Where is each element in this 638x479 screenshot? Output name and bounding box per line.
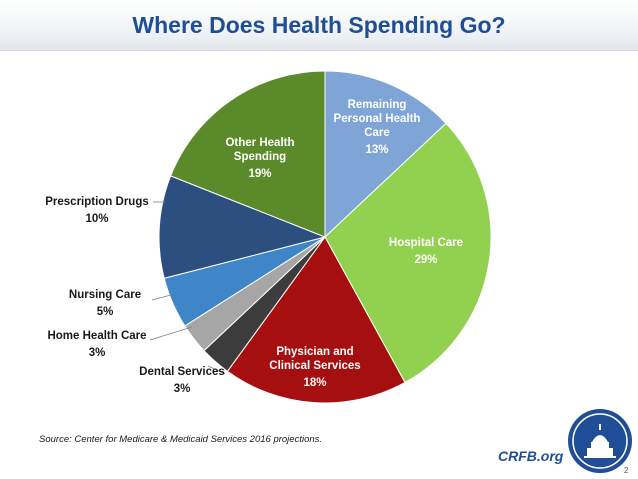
leader-line: [151, 294, 172, 301]
slice-label: Home Health Care 3%: [47, 330, 146, 359]
slice-label: Nursing Care 5%: [69, 289, 141, 318]
slide-title: Where Does Health Spending Go?: [132, 12, 506, 38]
pie-slice: [158, 175, 327, 279]
slice-label: Dental Services 3%: [139, 366, 225, 395]
slice-label: Other Health Spending 19%: [225, 137, 294, 180]
brand-label: CRFB.org: [498, 448, 564, 464]
source-note: Source: Center for Medicare & Medicaid S…: [39, 434, 323, 445]
title-bar: [0, 0, 638, 51]
leader-line: [149, 326, 193, 341]
pie-slice: [170, 70, 326, 238]
capitol-seal-icon: [568, 409, 632, 473]
leader-line: [207, 365, 226, 375]
slice-label: Prescription Drugs 10%: [45, 196, 149, 225]
slice-label: Physician and Clinical Services 18%: [269, 346, 360, 389]
pie-slice: [324, 70, 447, 239]
pie-slice: [226, 236, 406, 404]
pie-slice: [324, 122, 492, 384]
page-number: 2: [624, 466, 629, 475]
slice-label: Hospital Care 29%: [389, 237, 463, 266]
slice-label: Remaining Personal Health Care 13%: [334, 99, 421, 156]
